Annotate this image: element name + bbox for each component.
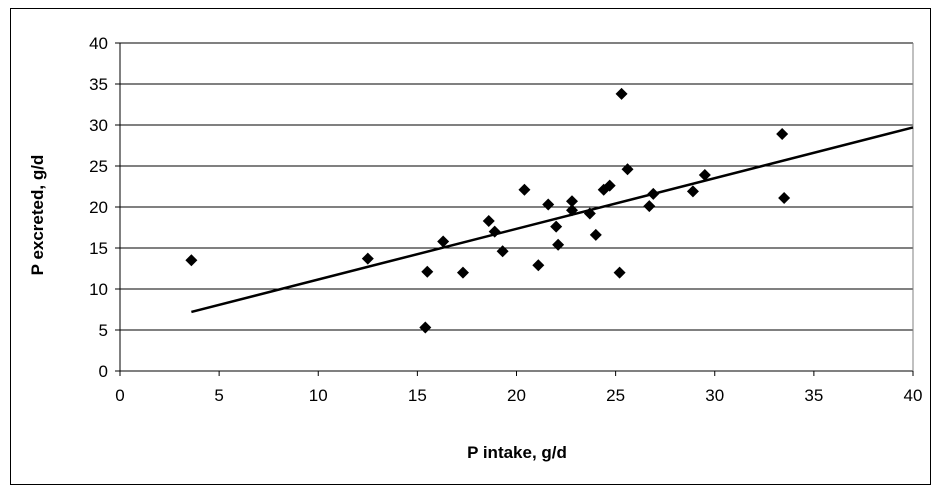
data-point-26 xyxy=(698,169,711,182)
x-tick-label-0: 0 xyxy=(115,386,124,405)
x-tick-label-15: 15 xyxy=(408,386,427,405)
data-point-16 xyxy=(583,207,596,220)
data-point-17 xyxy=(589,228,602,241)
data-point-22 xyxy=(621,163,634,176)
data-point-8 xyxy=(496,245,509,258)
data-point-14 xyxy=(566,195,579,208)
gridlines xyxy=(120,42,913,331)
data-point-20 xyxy=(613,266,626,279)
y-tick-label-25: 25 xyxy=(89,157,108,176)
data-point-6 xyxy=(482,214,495,227)
data-point-9 xyxy=(518,183,531,196)
data-point-2 xyxy=(419,321,432,334)
x-axis-title: P intake, g/d xyxy=(467,443,567,462)
x-tick-label-35: 35 xyxy=(804,386,823,405)
data-point-27 xyxy=(776,128,789,141)
data-point-19 xyxy=(603,179,616,192)
axes xyxy=(115,42,914,376)
y-tick-label-40: 40 xyxy=(89,34,108,53)
y-axis-title: P excreted, g/d xyxy=(28,155,47,276)
x-tick-labels: 0 5 10 15 20 25 30 35 40 xyxy=(115,386,922,405)
data-point-7 xyxy=(488,225,501,238)
data-point-13 xyxy=(552,238,565,251)
x-tick-label-10: 10 xyxy=(309,386,328,405)
x-tick-label-5: 5 xyxy=(214,386,223,405)
trendline xyxy=(191,126,914,314)
y-tick-label-20: 20 xyxy=(89,198,108,217)
data-point-0 xyxy=(185,254,198,267)
data-point-21 xyxy=(615,87,628,100)
scatter-chart: 0 5 10 15 20 25 30 35 40 0 5 10 15 20 25 30 35 40 P inta… xyxy=(28,34,922,462)
data-point-4 xyxy=(437,235,450,248)
data-point-3 xyxy=(421,265,434,278)
data-point-15 xyxy=(566,204,579,217)
y-tick-label-30: 30 xyxy=(89,116,108,135)
data-points xyxy=(185,87,791,334)
y-tick-label-5: 5 xyxy=(99,321,108,340)
data-point-1 xyxy=(361,252,374,265)
trendline-group xyxy=(191,126,914,314)
y-tick-label-0: 0 xyxy=(99,362,108,381)
data-point-5 xyxy=(456,266,469,279)
y-tick-label-35: 35 xyxy=(89,75,108,94)
y-tick-label-10: 10 xyxy=(89,280,108,299)
data-point-10 xyxy=(532,259,545,272)
x-tick-label-30: 30 xyxy=(705,386,724,405)
data-point-25 xyxy=(686,185,699,198)
data-point-24 xyxy=(647,187,660,200)
data-point-23 xyxy=(643,200,656,213)
x-tick-label-25: 25 xyxy=(606,386,625,405)
data-point-28 xyxy=(778,191,791,204)
y-tick-label-15: 15 xyxy=(89,239,108,258)
x-tick-label-40: 40 xyxy=(904,386,923,405)
data-point-11 xyxy=(542,198,555,211)
x-tick-label-20: 20 xyxy=(507,386,526,405)
chart-frame: 0 5 10 15 20 25 30 35 40 0 5 10 15 20 25 30 35 40 P inta… xyxy=(10,8,931,485)
y-tick-labels: 0 5 10 15 20 25 30 35 40 xyxy=(89,34,108,381)
data-point-12 xyxy=(550,220,563,233)
